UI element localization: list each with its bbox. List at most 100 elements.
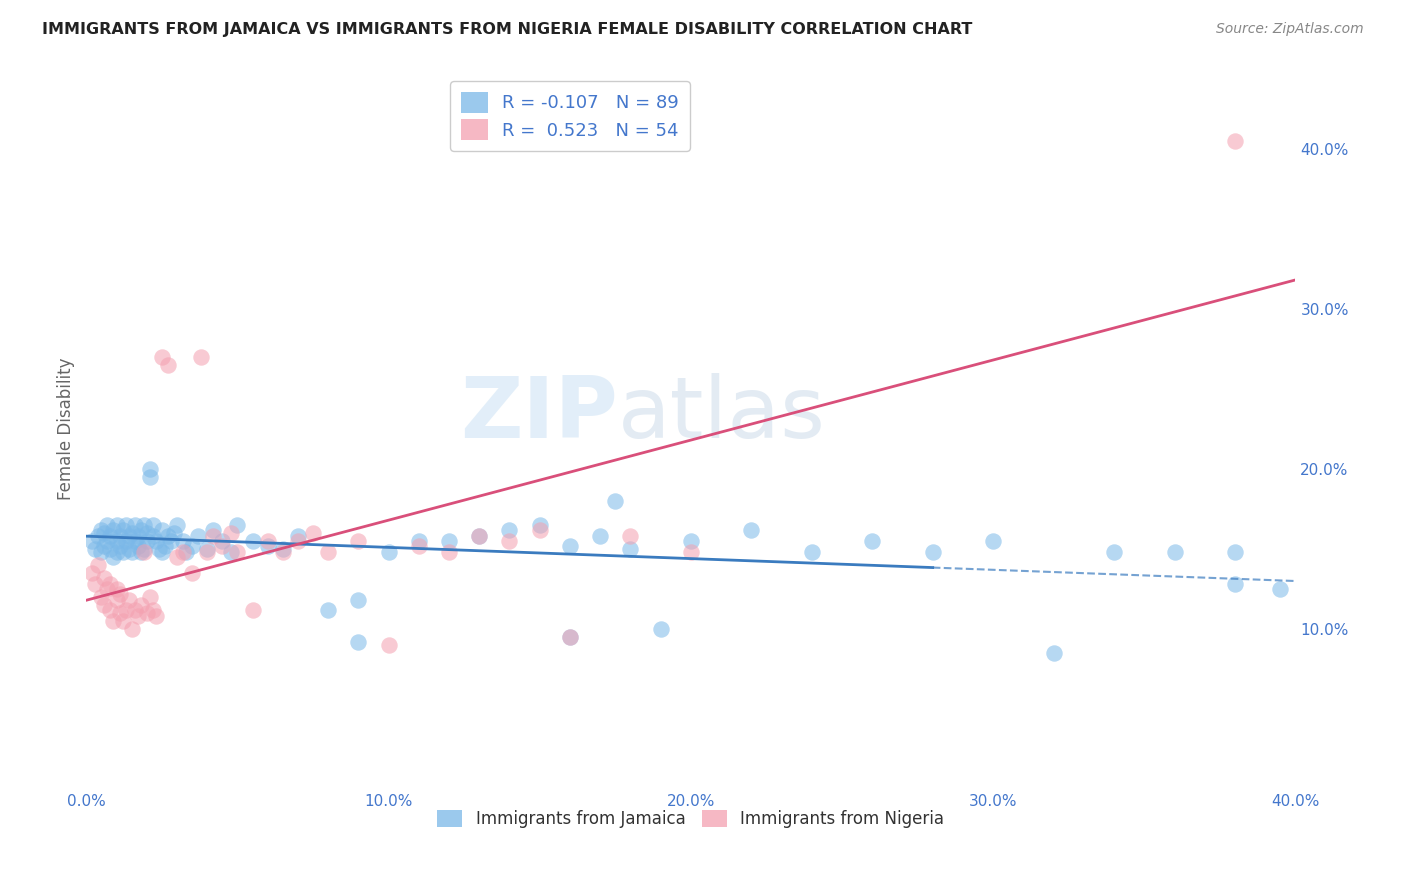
Point (129, 523, 152, 537)
Point (1163, 545, 1185, 559)
Point (124, 518, 146, 533)
Point (163, 526, 186, 541)
Point (437, 545, 460, 559)
Point (1223, 134, 1246, 148)
Point (650, 622, 672, 636)
Point (84, 541, 107, 556)
Point (529, 523, 551, 537)
Point (271, 545, 294, 559)
Point (105, 533, 128, 548)
Point (558, 630, 581, 644)
Point (127, 529, 149, 543)
Point (221, 545, 243, 559)
Point (242, 533, 264, 548)
Point (135, 533, 157, 548)
Point (150, 350, 173, 364)
Point (287, 529, 309, 543)
Point (256, 533, 278, 548)
Point (347, 593, 370, 607)
Point (226, 518, 249, 533)
Point (114, 603, 136, 617)
Point (529, 518, 551, 533)
Point (96, 582, 118, 596)
Point (166, 518, 188, 533)
Point (153, 539, 176, 553)
Point (145, 533, 167, 548)
Point (800, 545, 823, 559)
Point (148, 541, 170, 556)
Point (202, 523, 225, 537)
Point (90, 523, 112, 537)
Point (1270, 582, 1292, 596)
Point (105, 593, 128, 607)
Point (287, 533, 309, 548)
Point (468, 529, 491, 543)
Point (84, 577, 107, 591)
Point (127, 539, 149, 553)
Point (242, 603, 264, 617)
Point (211, 533, 233, 548)
Point (100, 541, 122, 556)
Point (124, 603, 146, 617)
Point (316, 545, 339, 559)
Point (468, 529, 491, 543)
Point (498, 533, 520, 548)
Point (129, 598, 152, 612)
Point (195, 541, 218, 556)
Point (1223, 577, 1246, 591)
Point (96, 518, 118, 533)
Point (558, 539, 581, 553)
Point (103, 523, 125, 537)
Point (172, 545, 194, 559)
Point (93, 598, 115, 612)
Point (100, 603, 122, 617)
Point (135, 526, 157, 541)
Point (211, 539, 233, 553)
Point (221, 526, 243, 541)
Point (117, 529, 139, 543)
Point (111, 545, 134, 559)
Point (679, 533, 702, 548)
Point (108, 539, 131, 553)
Point (619, 529, 641, 543)
Point (100, 577, 122, 591)
Point (187, 529, 209, 543)
Point (226, 545, 249, 559)
Point (142, 518, 165, 533)
Point (90, 590, 112, 604)
Point (605, 494, 627, 508)
Point (347, 533, 370, 548)
Point (139, 590, 162, 604)
Point (302, 526, 325, 541)
Point (100, 529, 122, 543)
Point (256, 539, 278, 553)
Point (981, 533, 1004, 548)
Point (82, 533, 104, 548)
Point (139, 462, 162, 476)
Point (498, 523, 520, 537)
Point (202, 529, 225, 543)
Point (82, 566, 104, 580)
Point (129, 545, 152, 559)
Point (377, 545, 399, 559)
Point (156, 529, 179, 543)
Point (117, 541, 139, 556)
Point (174, 545, 197, 559)
Point (150, 523, 173, 537)
Point (111, 614, 134, 628)
Point (408, 539, 430, 553)
Point (1102, 545, 1125, 559)
Point (111, 523, 134, 537)
Point (139, 470, 162, 484)
Point (195, 545, 218, 559)
Point (132, 541, 155, 556)
Point (93, 526, 115, 541)
Point (87, 558, 110, 572)
Point (103, 549, 125, 564)
Point (619, 541, 641, 556)
Point (150, 545, 173, 559)
Point (103, 614, 125, 628)
Point (105, 545, 128, 559)
Text: IMMIGRANTS FROM JAMAICA VS IMMIGRANTS FROM NIGERIA FEMALE DISABILITY CORRELATION: IMMIGRANTS FROM JAMAICA VS IMMIGRANTS FR… (42, 22, 973, 37)
Point (181, 539, 204, 553)
